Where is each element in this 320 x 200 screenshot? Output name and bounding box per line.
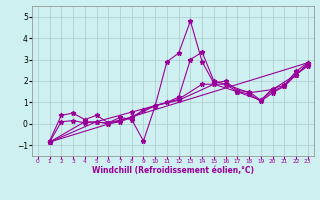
X-axis label: Windchill (Refroidissement éolien,°C): Windchill (Refroidissement éolien,°C) xyxy=(92,166,254,175)
